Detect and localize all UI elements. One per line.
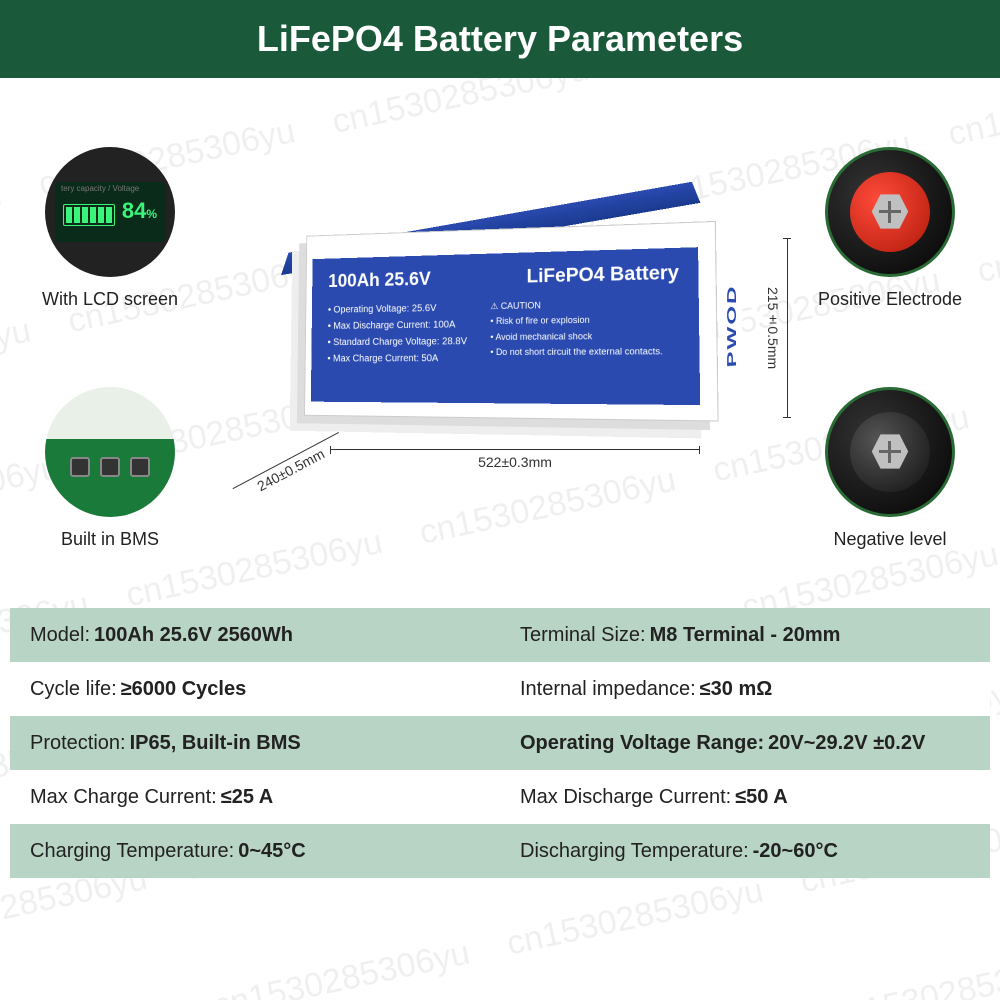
spec-value: ≥6000 Cycles	[121, 678, 247, 701]
battery-label-panel: 100Ah 25.6V LiFePO4 Battery Operating Vo…	[311, 247, 700, 405]
caution-item: Avoid mechanical shock	[490, 328, 662, 345]
spec-cell: Protection: IP65, Built-in BMS	[10, 716, 500, 770]
feature-label: With LCD screen	[42, 289, 178, 310]
battery-brand-side: PWOD	[721, 241, 742, 410]
spec-item: Max Discharge Current: 100A	[328, 316, 467, 334]
dimension-height: 215±0.5mm	[765, 238, 788, 418]
spec-value: -20~60°C	[753, 840, 838, 863]
spec-value: 100Ah 25.6V 2560Wh	[94, 624, 293, 647]
spec-row: Charging Temperature: 0~45°CDischarging …	[10, 824, 990, 878]
dimension-width: 522±0.3mm	[330, 449, 700, 470]
lcd-caption: tery capacity / Voltage	[61, 184, 139, 193]
feature-positive-electrode: Positive Electrode	[818, 147, 962, 310]
battery-spec-list: Operating Voltage: 25.6V Max Discharge C…	[327, 300, 467, 368]
feature-label: Built in BMS	[61, 529, 159, 550]
spec-label: Discharging Temperature:	[520, 840, 749, 863]
spec-cell: Charging Temperature: 0~45°C	[10, 824, 500, 878]
spec-item: Operating Voltage: 25.6V	[328, 300, 467, 319]
spec-table: Model: 100Ah 25.6V 2560WhTerminal Size: …	[0, 608, 1000, 878]
spec-row: Protection: IP65, Built-in BMSOperating …	[10, 716, 990, 770]
spec-cell: Max Discharge Current: ≤50 A	[500, 770, 990, 824]
spec-cell: Cycle life: ≥6000 Cycles	[10, 662, 500, 716]
feature-bms: Built in BMS	[45, 387, 175, 550]
spec-cell: Internal impedance: ≤30 mΩ	[500, 662, 990, 716]
feature-lcd: tery capacity / Voltage 84% With LCD scr…	[42, 147, 178, 310]
hero-section: tery capacity / Voltage 84% With LCD scr…	[0, 78, 1000, 608]
spec-value: 20V~29.2V ±0.2V	[768, 732, 925, 755]
feature-label: Negative level	[833, 529, 946, 550]
spec-value: 0~45°C	[238, 840, 306, 863]
spec-label: Terminal Size:	[520, 624, 646, 647]
spec-row: Cycle life: ≥6000 CyclesInternal impedan…	[10, 662, 990, 716]
spec-value: ≤30 mΩ	[700, 678, 773, 701]
spec-label: Max Charge Current:	[30, 786, 217, 809]
page-title: LiFePO4 Battery Parameters	[0, 0, 1000, 78]
spec-row: Max Charge Current: ≤25 AMax Discharge C…	[10, 770, 990, 824]
right-feature-column: Positive Electrode Negative level	[800, 108, 980, 588]
caution-block: CAUTION Risk of fire or explosion Avoid …	[490, 296, 663, 367]
spec-cell: Terminal Size: M8 Terminal - 20mm	[500, 608, 990, 662]
lcd-screen-icon: tery capacity / Voltage 84%	[45, 147, 175, 277]
spec-label: Max Discharge Current:	[520, 786, 731, 809]
bms-board-icon	[45, 387, 175, 517]
feature-label: Positive Electrode	[818, 289, 962, 310]
spec-cell: Model: 100Ah 25.6V 2560Wh	[10, 608, 500, 662]
feature-negative-electrode: Negative level	[825, 387, 955, 550]
spec-label: Charging Temperature:	[30, 840, 234, 863]
caution-item: Do not short circuit the external contac…	[490, 344, 663, 360]
battery-illustration: 100Ah 25.6V LiFePO4 Battery Operating Vo…	[200, 108, 800, 588]
spec-value: IP65, Built-in BMS	[130, 732, 301, 755]
spec-label: Model:	[30, 624, 90, 647]
spec-label: Operating Voltage Range:	[520, 732, 764, 755]
negative-electrode-icon	[825, 387, 955, 517]
brand-text: PWOD	[724, 284, 739, 368]
spec-cell: Operating Voltage Range: 20V~29.2V ±0.2V	[500, 716, 990, 770]
spec-value: ≤50 A	[735, 786, 787, 809]
spec-label: Protection:	[30, 732, 126, 755]
spec-cell: Discharging Temperature: -20~60°C	[500, 824, 990, 878]
left-feature-column: tery capacity / Voltage 84% With LCD scr…	[20, 108, 200, 588]
spec-value: M8 Terminal - 20mm	[650, 624, 841, 647]
spec-label: Internal impedance:	[520, 678, 696, 701]
spec-row: Model: 100Ah 25.6V 2560WhTerminal Size: …	[10, 608, 990, 662]
positive-electrode-icon	[825, 147, 955, 277]
spec-cell: Max Charge Current: ≤25 A	[10, 770, 500, 824]
lcd-percentage: 84%	[122, 198, 157, 224]
caution-item: Risk of fire or explosion	[490, 312, 662, 330]
battery-capacity-headline: 100Ah 25.6V	[328, 269, 431, 293]
spec-value: ≤25 A	[221, 786, 273, 809]
spec-label: Cycle life:	[30, 678, 117, 701]
battery-type-headline: LiFePO4 Battery	[527, 262, 680, 288]
spec-item: Max Charge Current: 50A	[327, 350, 467, 367]
spec-item: Standard Charge Voltage: 28.8V	[328, 333, 468, 351]
